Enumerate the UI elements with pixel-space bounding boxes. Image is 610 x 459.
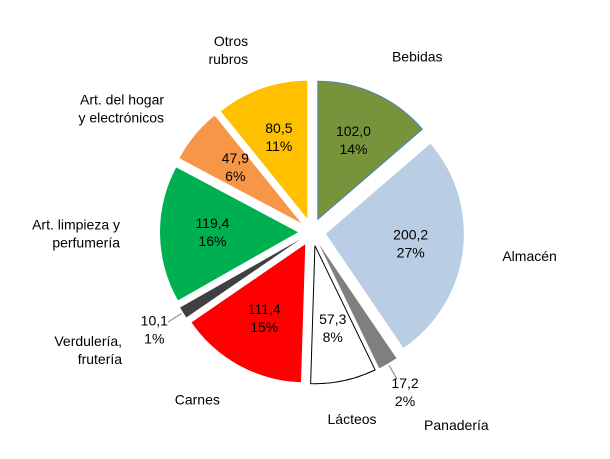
- percent-label: 2%: [395, 393, 415, 409]
- category-label-line: Almacén: [502, 248, 556, 264]
- value-label: 17,2: [391, 375, 418, 391]
- category-label: Bebidas: [392, 48, 443, 64]
- pie-slice: [317, 80, 424, 221]
- pie-slice: [319, 244, 397, 369]
- value-label: 10,1: [141, 312, 168, 328]
- category-label-line: Art. del hogar: [80, 91, 164, 107]
- leader-line: [388, 365, 398, 380]
- category-label-line: Verdulería,: [54, 332, 122, 348]
- value-label: 200,2: [393, 227, 428, 243]
- category-label-line: y electrónicos: [78, 109, 164, 125]
- category-label-line: perfumería: [52, 234, 120, 250]
- category-label-line: Bebidas: [392, 48, 443, 64]
- pie-slice: [180, 239, 301, 318]
- category-label-line: rubros: [208, 51, 248, 67]
- category-label-line: frutería: [78, 350, 123, 366]
- percent-label: 14%: [339, 141, 367, 157]
- percent-label: 11%: [265, 138, 292, 154]
- pie-slice: [325, 143, 464, 349]
- value-label: 47,9: [222, 150, 249, 166]
- value-label: 111,4: [248, 301, 281, 317]
- category-label-line: Carnes: [175, 391, 220, 407]
- pie-slice: [310, 245, 376, 385]
- category-label-line: Panadería: [424, 417, 489, 433]
- value-label: 119,4: [195, 215, 229, 231]
- percent-label: 16%: [198, 233, 226, 249]
- category-label-line: Lácteos: [328, 410, 377, 426]
- category-label: Panadería: [424, 417, 489, 433]
- pie-slice: [191, 244, 306, 383]
- leader-line: [167, 313, 182, 323]
- value-label: 102,0: [336, 123, 371, 139]
- category-label: Almacén: [502, 248, 556, 264]
- category-label: Art. del hogar y electrónicos: [78, 91, 164, 125]
- category-label: Otros rubros: [208, 33, 248, 67]
- category-label: Verdulería, frutería: [54, 332, 122, 366]
- category-label: Lácteos: [328, 410, 377, 426]
- percent-label: 1%: [144, 330, 164, 346]
- pie-slice: [220, 80, 308, 219]
- value-label: 57,3: [319, 311, 346, 327]
- category-label: Art. limpieza y perfumería: [32, 216, 120, 250]
- pie-slice: [160, 167, 299, 301]
- category-label-line: Art. limpieza y: [32, 216, 120, 232]
- value-label: 80,5: [265, 120, 292, 136]
- percent-label: 15%: [250, 319, 278, 335]
- category-label: Carnes: [175, 391, 220, 407]
- percent-label: 6%: [225, 168, 245, 184]
- category-label-line: Otros: [214, 33, 248, 49]
- percent-label: 27%: [397, 245, 425, 261]
- pie-slice: [179, 115, 302, 224]
- percent-label: 8%: [323, 329, 343, 345]
